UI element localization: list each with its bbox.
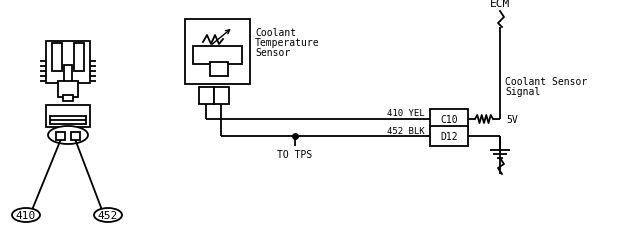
Bar [52,44,62,72]
Text: Coolant: Coolant [255,28,296,38]
Text: Sensor: Sensor [255,48,290,58]
Text: TO TPS: TO TPS [278,149,312,159]
Bar [58,82,78,98]
Ellipse shape [94,208,122,222]
Bar [185,20,250,85]
Bar [430,109,468,129]
Text: C10: C10 [440,114,458,124]
Bar [63,95,73,101]
Text: 452 BLK: 452 BLK [388,126,425,135]
Bar [193,47,242,65]
Bar [430,126,468,146]
Text: Coolant Sensor: Coolant Sensor [505,77,588,87]
Bar [71,132,80,140]
Bar [56,132,65,140]
Text: Temperature: Temperature [255,38,319,48]
Text: ECM: ECM [490,0,510,9]
Bar [50,117,86,124]
Text: 410: 410 [16,210,36,220]
Bar [46,42,90,84]
Text: D12: D12 [440,131,458,141]
Text: 5V: 5V [506,114,518,124]
Ellipse shape [48,126,88,144]
Bar [64,66,72,84]
Text: Signal: Signal [505,87,540,97]
Text: 410 YEL: 410 YEL [388,109,425,118]
Text: 452: 452 [98,210,118,220]
Bar [214,88,229,105]
Ellipse shape [12,208,40,222]
Bar [46,106,90,128]
Bar [199,88,214,105]
Bar [210,63,228,77]
Bar [74,44,84,72]
